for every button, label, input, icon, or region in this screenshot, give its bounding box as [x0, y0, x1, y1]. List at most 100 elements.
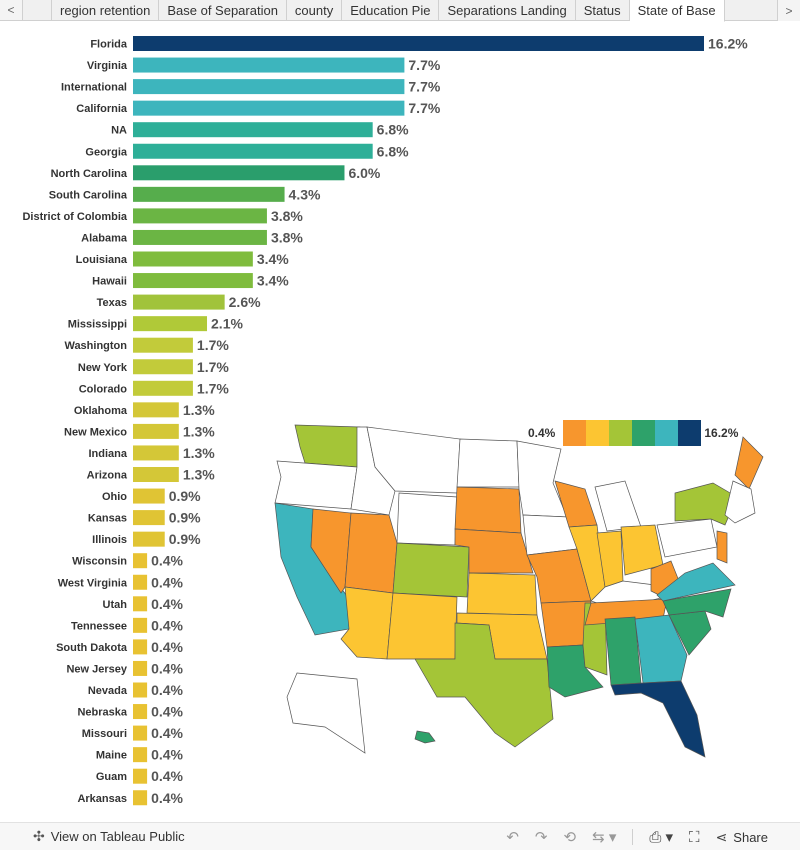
bar[interactable]: [133, 488, 165, 504]
state-fl[interactable]: [610, 680, 706, 758]
tab-county[interactable]: county: [287, 0, 343, 21]
undo-icon[interactable]: ↶: [506, 829, 519, 846]
value-label: 0.4%: [151, 725, 183, 741]
bar[interactable]: [133, 122, 373, 138]
state-pa[interactable]: [656, 518, 718, 558]
state-co[interactable]: [392, 542, 470, 598]
refresh-icon[interactable]: ⇆ ▾: [592, 829, 617, 846]
bar[interactable]: [133, 574, 148, 590]
state-wy[interactable]: [396, 492, 458, 546]
bar[interactable]: [133, 251, 253, 267]
category-label: Oklahoma: [74, 405, 128, 417]
bar[interactable]: [133, 186, 285, 202]
legend-swatch: [632, 420, 656, 446]
tab-separations-landing[interactable]: Separations Landing: [439, 0, 576, 21]
download-icon[interactable]: ⎙ ▾: [649, 829, 674, 846]
bar[interactable]: [133, 165, 345, 181]
category-label: Colorado: [79, 383, 128, 395]
revert-icon[interactable]: ⟲: [563, 829, 577, 846]
category-label: Indiana: [88, 448, 127, 460]
state-ga[interactable]: [634, 614, 688, 684]
value-label: 3.8%: [271, 208, 303, 224]
bar[interactable]: [133, 660, 148, 676]
state-mt[interactable]: [366, 426, 461, 494]
value-label: 0.4%: [151, 747, 183, 763]
bar[interactable]: [133, 790, 148, 806]
dashboard-canvas: Florida 16.2% Virginia 7.7% International 7.7…: [0, 22, 800, 808]
bar[interactable]: [133, 617, 148, 633]
state-va[interactable]: [656, 562, 736, 602]
bar[interactable]: [133, 79, 405, 95]
bar[interactable]: [133, 143, 373, 159]
category-label: Arizona: [87, 470, 128, 482]
bar[interactable]: [133, 445, 179, 461]
state-mn[interactable]: [516, 440, 568, 518]
state-nm[interactable]: [386, 592, 458, 660]
state-tx[interactable]: [414, 622, 554, 748]
redo-icon[interactable]: ↷: [534, 829, 548, 846]
bar[interactable]: [133, 467, 179, 482]
value-label: 2.6%: [229, 294, 261, 310]
bar[interactable]: [133, 294, 225, 310]
category-label: New Mexico: [64, 426, 127, 438]
bar[interactable]: [133, 747, 148, 763]
bar[interactable]: [133, 316, 208, 332]
state-mi[interactable]: [594, 480, 642, 532]
state-nv[interactable]: [310, 508, 352, 594]
value-label: 1.3%: [183, 445, 215, 461]
share-button[interactable]: ⋖ Share: [716, 829, 768, 846]
fullscreen-icon[interactable]: ⛶: [689, 828, 700, 846]
state-az[interactable]: [340, 586, 394, 660]
state-nj[interactable]: [716, 530, 728, 564]
category-label: International: [61, 82, 127, 94]
bar[interactable]: [133, 639, 148, 655]
bar[interactable]: [133, 57, 405, 73]
state-nc[interactable]: [662, 588, 732, 618]
bar[interactable]: [133, 380, 193, 396]
tab-education-pie[interactable]: Education Pie: [342, 0, 440, 21]
state-ut[interactable]: [344, 512, 398, 594]
bar[interactable]: [133, 273, 253, 289]
view-on-tableau-link[interactable]: ✣ View on Tableau Public: [33, 828, 185, 845]
state-sd[interactable]: [454, 486, 522, 534]
bar[interactable]: [133, 510, 165, 526]
bar[interactable]: [133, 100, 405, 116]
bar[interactable]: [133, 36, 704, 51]
state-ak[interactable]: [286, 672, 366, 754]
value-label: 0.4%: [151, 639, 183, 655]
state-ny[interactable]: [674, 482, 738, 526]
bar[interactable]: [133, 725, 148, 741]
tab-scroll-right-button[interactable]: >: [777, 0, 800, 21]
state-nd[interactable]: [456, 438, 520, 488]
bar[interactable]: [133, 704, 148, 720]
state-al[interactable]: [604, 616, 642, 686]
bar[interactable]: [133, 553, 148, 569]
value-label: 0.4%: [151, 704, 183, 720]
legend-swatch: [563, 420, 587, 446]
state-wa[interactable]: [294, 424, 361, 468]
state-ne_small[interactable]: [724, 480, 756, 524]
bar[interactable]: [133, 208, 267, 224]
bar[interactable]: [133, 596, 148, 612]
category-label: Washington: [64, 340, 127, 352]
category-label: Nevada: [88, 685, 128, 697]
bar[interactable]: [133, 531, 165, 547]
state-me[interactable]: [734, 436, 764, 490]
state-ks[interactable]: [466, 572, 538, 616]
bar[interactable]: [133, 682, 148, 698]
bar[interactable]: [133, 337, 193, 353]
tab-state-of-base[interactable]: State of Base: [629, 0, 725, 22]
tab-scroll-left-button[interactable]: <: [0, 0, 23, 20]
bar[interactable]: [133, 359, 193, 375]
state-hi[interactable]: [414, 730, 436, 744]
bar[interactable]: [133, 229, 267, 245]
bar[interactable]: [133, 423, 179, 439]
state-or[interactable]: [274, 460, 358, 510]
tab-status[interactable]: Status: [576, 0, 630, 21]
bar[interactable]: [133, 402, 179, 418]
value-label: 0.4%: [151, 553, 183, 569]
bar[interactable]: [133, 768, 148, 784]
value-label: 0.4%: [151, 596, 183, 612]
tab-base-of-separation[interactable]: Base of Separation: [159, 0, 287, 21]
tab-region-retention[interactable]: region retention: [51, 0, 160, 21]
